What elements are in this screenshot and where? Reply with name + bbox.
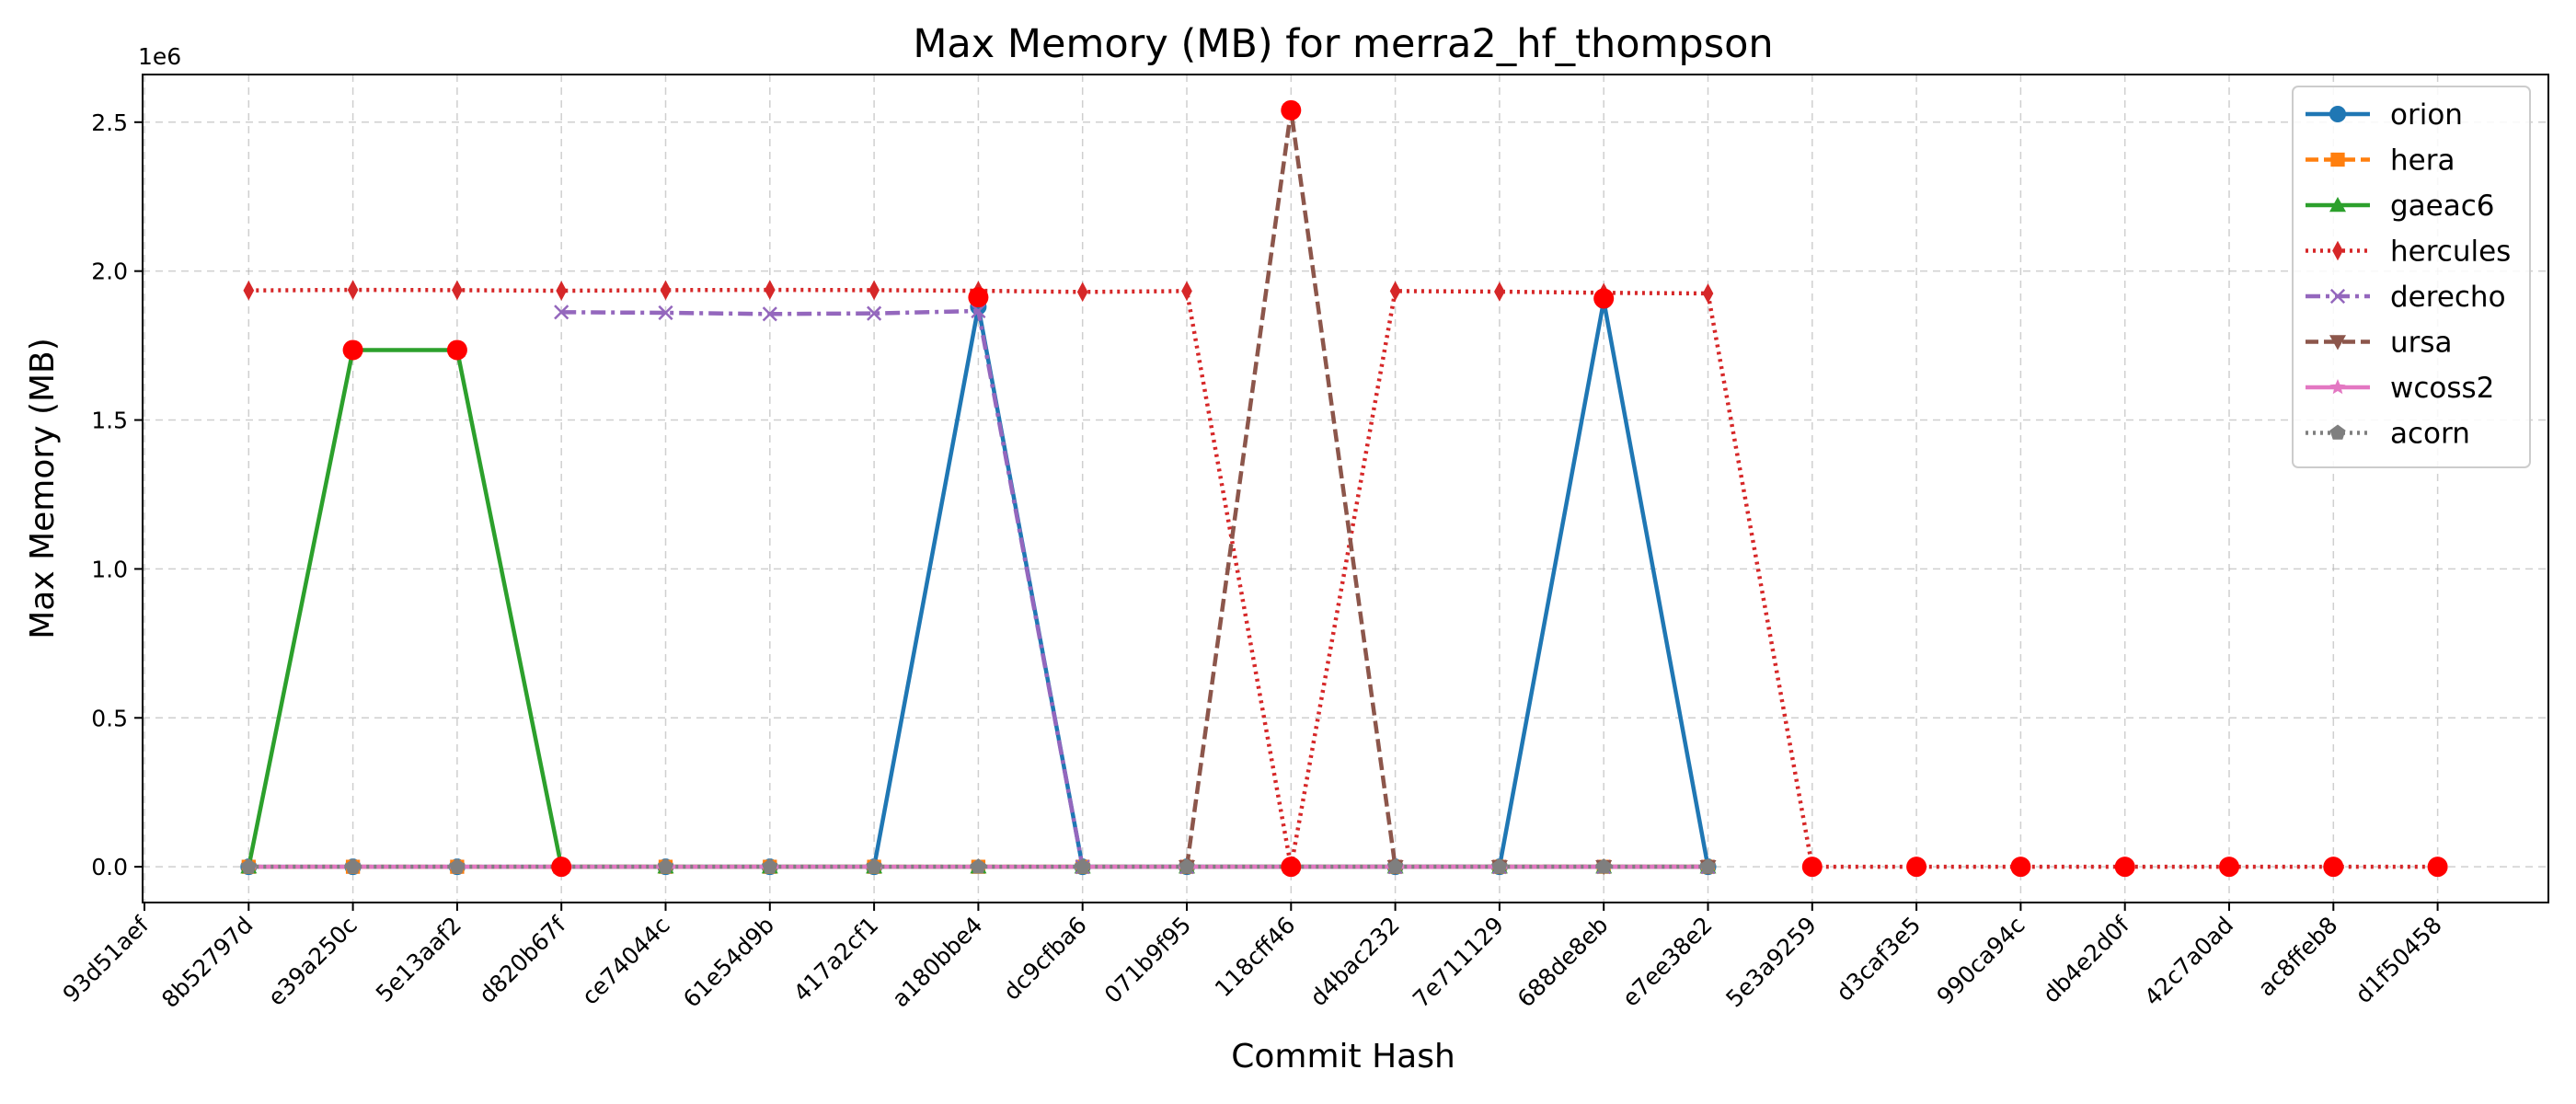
data-point-hercules [452,280,463,301]
series-acorn [240,858,1717,874]
highlight-point [1281,857,1302,878]
legend-marker-ursa [2329,335,2346,351]
data-point-acorn [866,858,882,874]
highlight-point [968,287,989,308]
chart-title: Max Memory (MB) for merra2_hf_thompson [913,21,1773,67]
data-point-hercules [1076,282,1088,303]
data-point-hercules [1389,281,1401,302]
data-point-derecho [867,305,882,321]
legend-marker-derecho [2329,288,2346,305]
data-point-acorn [345,858,362,874]
legend-marker-hera [2330,152,2345,167]
data-point-acorn [1699,858,1717,874]
legend-marker-hercules [2332,240,2343,261]
x-axis-title: Commit Hash [1231,1038,1455,1075]
data-point-hercules [868,280,880,301]
legend-marker-wcoss2 [2329,379,2346,395]
data-point-derecho [762,306,777,322]
y-tick-label: 2.5 [91,109,128,136]
legend: orion hera gaeac6 hercules derecho ursa wcoss2… [2292,86,2531,468]
highlight-point [2114,857,2135,878]
highlight-point [1906,857,1927,878]
y-tick-label: 1.0 [91,556,128,582]
data-point-acorn [1595,858,1612,874]
highlight-point [2219,857,2239,878]
data-point-acorn [1179,858,1195,874]
data-point-hercules [660,280,672,301]
data-point-acorn [1075,858,1091,874]
legend-label-derecho: derecho [2390,281,2506,314]
data-point-hercules [1181,281,1192,302]
data-point-derecho [554,305,569,320]
highlight-point [1593,288,1615,309]
highlight-point [2323,857,2344,878]
legend-label-orion: orion [2390,98,2463,132]
highlight-point [551,857,572,878]
data-point-acorn [1491,858,1508,874]
highlight-points [342,99,2448,878]
data-point-hercules [764,280,776,300]
legend-label-hercules: hercules [2390,236,2511,269]
legend-marker-acorn [2329,424,2346,440]
data-point-acorn [240,858,257,874]
data-point-derecho [658,305,673,321]
legend-label-acorn: acorn [2390,418,2470,451]
y-tick-label: 0.5 [91,705,128,731]
data-point-acorn [449,858,466,874]
legend-box [2292,86,2531,468]
highlight-point [446,339,467,361]
y-axis-offset-label: 1e6 [138,43,181,70]
data-point-derecho [971,303,986,319]
data-point-hercules [1494,282,1505,302]
data-point-acorn [970,858,986,874]
plot-area-frame [142,74,2549,903]
data-point-hercules [556,281,568,301]
highlight-point [1801,857,1823,878]
legend-marker-gaeac6 [2329,197,2346,213]
data-point-acorn [762,858,778,874]
highlight-point [342,339,363,361]
highlight-point [1281,99,1302,121]
y-tick-label: 2.0 [91,259,128,285]
legend-marker-orion [2329,106,2346,122]
data-point-hercules [347,280,359,300]
gridlines [143,75,2548,903]
data-point-hercules [1702,283,1714,304]
y-tick-label: 0.0 [91,854,128,880]
highlight-point [2010,857,2031,878]
y-axis-title: Max Memory (MB) [24,338,62,639]
y-tick-label: 1.5 [91,408,128,434]
data-point-acorn [1387,858,1404,874]
legend-label-hera: hera [2390,144,2455,178]
data-point-hercules [243,280,255,301]
legend-label-gaeac6: gaeac6 [2390,190,2495,223]
legend-label-wcoss2: wcoss2 [2390,372,2494,405]
legend-label-ursa: ursa [2390,327,2453,360]
data-point-acorn [657,858,674,874]
highlight-point [2427,857,2448,878]
